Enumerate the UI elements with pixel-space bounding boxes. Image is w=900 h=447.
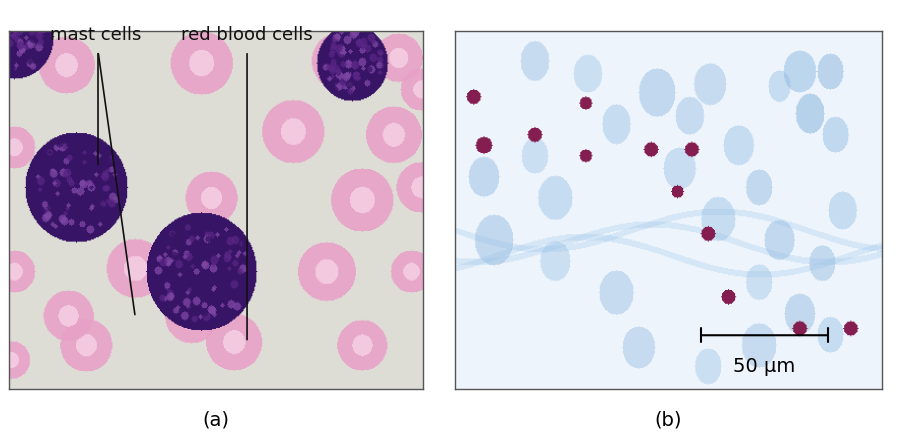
Text: mast cells: mast cells bbox=[50, 26, 141, 44]
Text: 50 μm: 50 μm bbox=[734, 357, 796, 376]
Text: red blood cells: red blood cells bbox=[181, 26, 313, 44]
Text: (b): (b) bbox=[654, 410, 682, 430]
Text: (a): (a) bbox=[202, 410, 230, 430]
